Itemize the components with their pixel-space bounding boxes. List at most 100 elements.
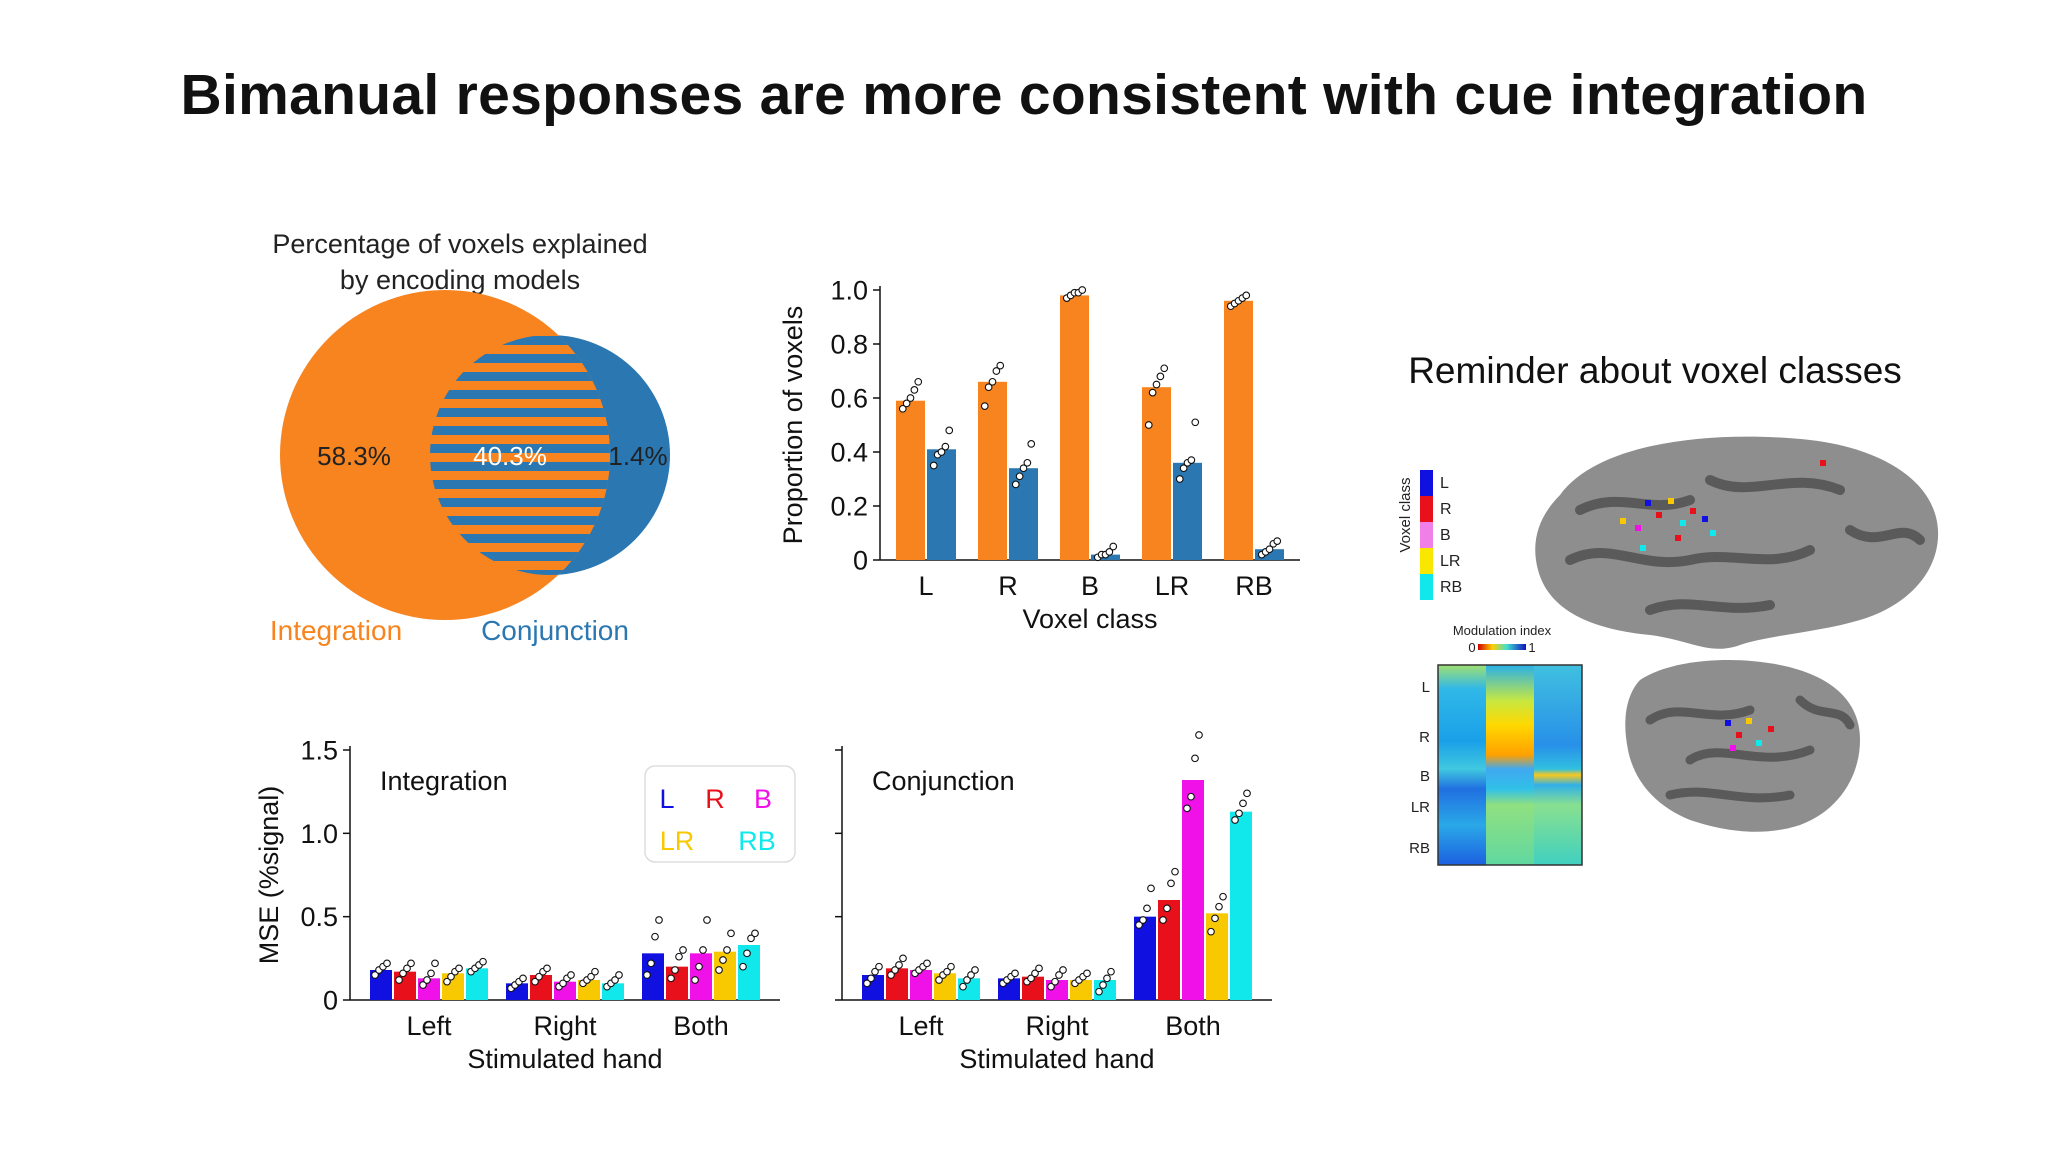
data-point (947, 962, 955, 971)
data-point (1027, 440, 1036, 448)
data-point (675, 952, 683, 961)
brain-sulci-lower (1645, 695, 1855, 803)
heatmap-row-LR: LR (1411, 799, 1430, 816)
voxel-dots-upper (1620, 460, 1826, 551)
y-tick-label: 0.6 (830, 383, 868, 413)
y-tick-label: 0.8 (830, 329, 868, 359)
data-point (1215, 902, 1223, 911)
data-point (1179, 464, 1188, 473)
data-point (671, 966, 679, 974)
data-point (902, 399, 911, 408)
data-point (1051, 977, 1059, 986)
y-tick-label: 1.5 (300, 735, 338, 765)
brain-surface-lower (1625, 660, 1860, 832)
x-tick-label: RB (1235, 571, 1273, 601)
data-point (543, 964, 551, 973)
data-point (651, 932, 659, 941)
heatmap-col-2 (1486, 665, 1534, 865)
data-point (431, 959, 439, 968)
data-point (739, 962, 747, 971)
data-point (743, 949, 751, 958)
x-tick-label: Both (1165, 1011, 1221, 1041)
data-point (871, 967, 879, 976)
data-point (643, 971, 651, 979)
y-tick-label: 1.0 (830, 275, 868, 305)
data-point (1011, 969, 1019, 978)
data-point (479, 957, 487, 966)
data-point (914, 377, 923, 386)
bar-B-Both (1182, 780, 1204, 1000)
x-tick-label: L (918, 571, 933, 601)
data-point (1239, 799, 1247, 808)
data-point (559, 979, 567, 988)
venn-title-line-2: by encoding models (339, 265, 581, 295)
data-point (1139, 916, 1147, 924)
data-point (747, 934, 755, 943)
data-point (992, 367, 1001, 375)
data-point (875, 962, 883, 971)
data-point (891, 966, 899, 974)
legend-entry-RB: RB (738, 826, 776, 856)
data-point (1187, 456, 1196, 464)
data-point (863, 979, 871, 988)
legend-label-LR: LR (1440, 553, 1460, 570)
data-point (1059, 966, 1067, 974)
brain-surface-upper (1535, 436, 1939, 649)
data-point (1231, 816, 1239, 824)
conjunction-pct: 1.4% (608, 441, 667, 471)
data-point (996, 361, 1005, 370)
bar-Integration-L (896, 400, 925, 560)
data-point (887, 971, 895, 979)
voxel-class-reminder: Voxel class L R B LR RB Modulation index… (1397, 436, 1939, 866)
conjunction-label: Conjunction (481, 615, 629, 646)
data-point (679, 946, 687, 954)
x-axis-label: Voxel class (1022, 604, 1157, 634)
legend-swatch-R (1420, 496, 1433, 522)
data-point (1023, 458, 1032, 467)
slide-title: Bimanual responses are more consistent w… (180, 63, 1868, 127)
heatmap-col-3 (1534, 665, 1582, 865)
heatmap-row-L: L (1422, 679, 1430, 696)
data-point (587, 972, 595, 981)
data-point (1105, 548, 1114, 556)
y-axis-label: Proportion of voxels (778, 306, 808, 545)
data-point (1211, 914, 1219, 923)
bar-LR-Both (714, 951, 736, 1000)
legend-entry-R: R (705, 784, 725, 814)
panel-label: Integration (380, 766, 508, 796)
data-point (1207, 927, 1215, 936)
heatmap-row-B: B (1420, 768, 1430, 785)
data-point (1095, 987, 1103, 996)
y-tick-label: 0 (853, 545, 868, 575)
data-point (935, 976, 943, 984)
data-point (967, 971, 975, 979)
heatmap-col-1 (1438, 665, 1486, 865)
data-point (1055, 971, 1063, 979)
legend-swatch-B (1420, 522, 1433, 548)
data-point (1144, 421, 1153, 429)
brain-sulci-upper (1565, 475, 1925, 615)
data-point (591, 967, 599, 976)
data-point (699, 946, 707, 954)
data-point (403, 964, 411, 973)
data-point (1047, 982, 1055, 991)
data-point (1035, 964, 1043, 973)
data-point (703, 916, 711, 924)
bar-L-Both (1134, 916, 1156, 1000)
data-point (519, 974, 527, 983)
x-axis-label: Stimulated hand (467, 1044, 662, 1074)
data-point (923, 959, 931, 968)
y-tick-label: 0 (323, 985, 338, 1015)
data-point (371, 971, 379, 979)
data-point (1103, 974, 1111, 983)
overlap-pct: 40.3% (473, 441, 547, 471)
data-point (615, 971, 623, 979)
data-point (898, 404, 907, 413)
bar-RB-Both (738, 945, 760, 1000)
bar-Integration-R (978, 381, 1007, 560)
data-point (611, 976, 619, 984)
y-axis-label: MSE (%signal) (254, 786, 284, 965)
data-point (1011, 480, 1020, 489)
data-point (399, 969, 407, 978)
data-point (655, 916, 663, 924)
